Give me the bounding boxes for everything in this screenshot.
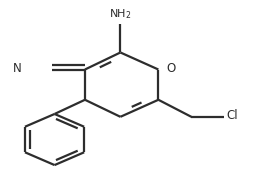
Text: O: O xyxy=(166,62,175,75)
Text: NH$_2$: NH$_2$ xyxy=(109,7,132,21)
Text: N: N xyxy=(13,62,22,75)
Text: Cl: Cl xyxy=(227,109,238,122)
